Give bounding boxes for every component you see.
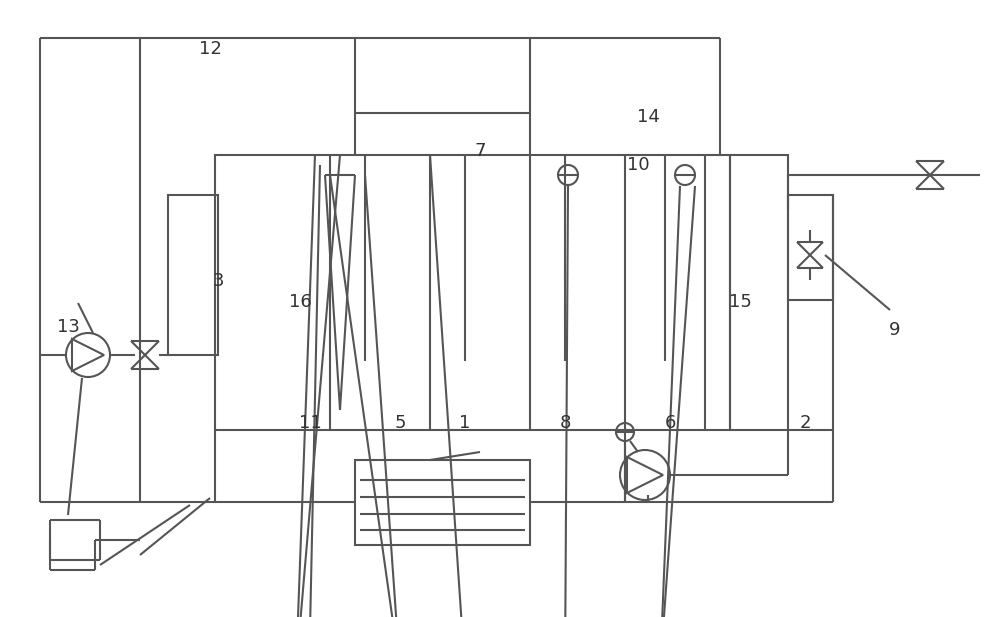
Text: 14: 14 — [637, 108, 659, 126]
Text: 9: 9 — [889, 321, 901, 339]
Bar — [168, 195, 218, 355]
Text: 2: 2 — [799, 413, 811, 432]
Bar — [355, 38, 530, 113]
Text: 13: 13 — [57, 318, 79, 336]
Text: 7: 7 — [474, 142, 486, 160]
Text: 10: 10 — [627, 156, 649, 175]
Bar — [788, 195, 833, 300]
Text: 8: 8 — [559, 413, 571, 432]
Bar — [730, 155, 788, 430]
Text: 11: 11 — [299, 413, 321, 432]
Text: 1: 1 — [459, 413, 471, 432]
Bar — [215, 155, 730, 430]
Text: 5: 5 — [394, 413, 406, 432]
Text: 16: 16 — [289, 293, 311, 312]
Text: 12: 12 — [199, 40, 221, 59]
Text: 3: 3 — [212, 271, 224, 290]
Text: 6: 6 — [664, 413, 676, 432]
Bar — [355, 460, 530, 545]
Text: 15: 15 — [729, 293, 751, 312]
